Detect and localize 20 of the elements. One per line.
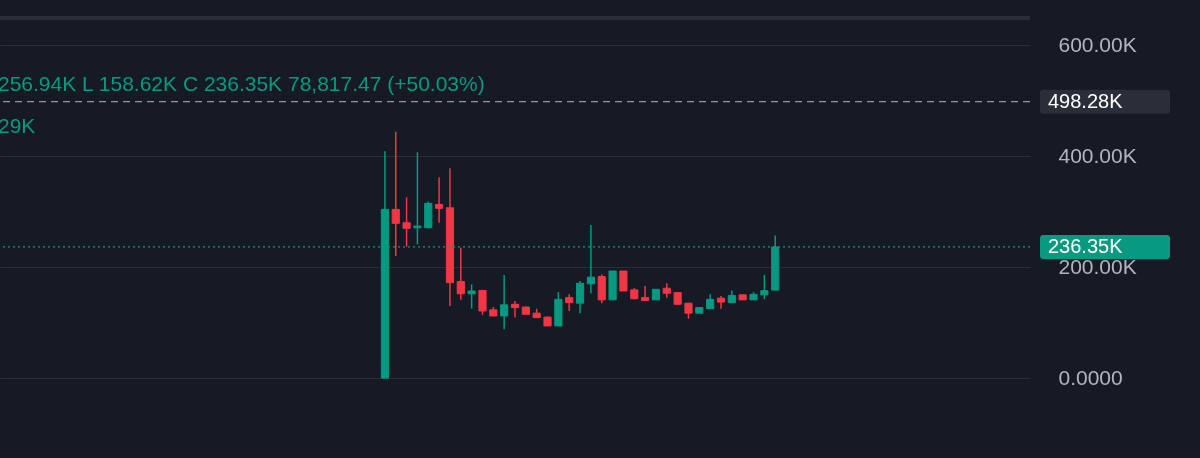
- ref-line-label: 498.28K: [1048, 89, 1124, 112]
- y-tick-label: 200.00K: [1058, 254, 1137, 278]
- candlestick: [478, 289, 487, 316]
- candlestick: [641, 285, 650, 302]
- candlestick: [500, 274, 509, 331]
- candlestick: [402, 196, 411, 248]
- candlestick: [575, 280, 585, 314]
- candlestick: [413, 151, 422, 246]
- candlestick: [510, 300, 520, 319]
- y-tick-label: 600.00K: [1058, 32, 1137, 56]
- y-tick-label: 0.0000: [1058, 365, 1123, 389]
- y-tick-label: 400.00K: [1058, 143, 1137, 167]
- candlestick: [467, 283, 476, 310]
- candlestick: [435, 176, 444, 224]
- candlestick: [456, 246, 465, 301]
- candlestick: [619, 270, 628, 292]
- candlestick: [760, 274, 769, 301]
- ref-line-label: 236.35K: [1048, 234, 1124, 257]
- candlestick: [597, 273, 606, 304]
- candlestick: [391, 131, 400, 257]
